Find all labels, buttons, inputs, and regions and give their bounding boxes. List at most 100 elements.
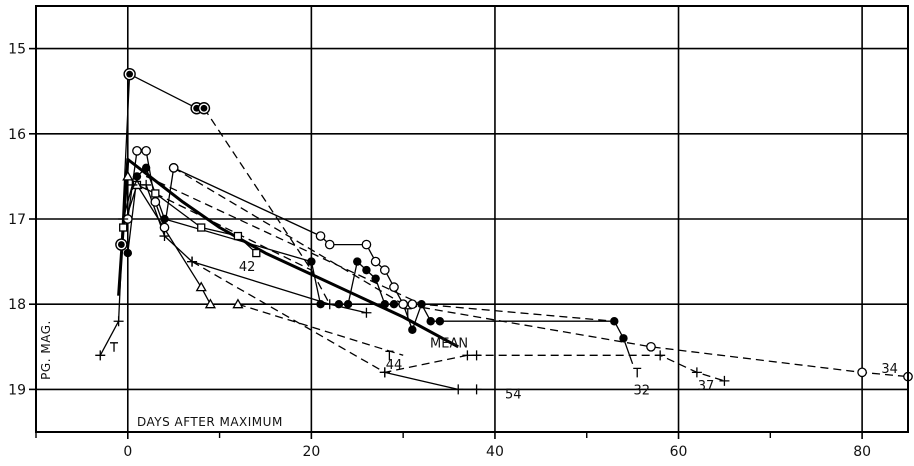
open-circle-point	[150, 197, 161, 207]
series-line	[145, 175, 615, 322]
open-triangle-point	[204, 298, 217, 309]
filled-circle-point	[160, 214, 169, 224]
t-marker-point	[110, 342, 119, 352]
t-marker-point	[403, 308, 412, 318]
open-circle-point	[324, 239, 335, 250]
tick-layer: 0 20 40 60 80 15 16 17 18 19	[8, 42, 871, 460]
cross-point	[324, 299, 335, 310]
cross-point	[118, 214, 129, 224]
filled-circle-point	[380, 300, 389, 309]
cross-point	[141, 179, 152, 190]
series-label: 32	[634, 383, 651, 398]
x-axis-title: DAYS AFTER MAXIMUM	[137, 415, 283, 429]
series-label: 34	[881, 362, 898, 377]
cross-point	[691, 367, 702, 378]
open-circle-point	[168, 163, 179, 173]
series-line-mean	[117, 157, 459, 349]
cross-point	[159, 231, 170, 242]
open-square-point	[119, 223, 128, 232]
filled-circle-point	[141, 163, 151, 173]
series-label: MEAN	[430, 337, 468, 352]
series-layer	[99, 73, 909, 391]
cross-point	[471, 384, 482, 395]
double-circle-point-core	[126, 70, 134, 78]
open-circle-point	[379, 265, 390, 275]
open-circle-point	[132, 145, 142, 156]
series-label: 44	[386, 358, 403, 373]
grid-layer	[36, 6, 908, 432]
x-tick-label: 80	[853, 444, 871, 460]
filled-circle-point	[362, 265, 371, 275]
open-square-point	[197, 223, 206, 232]
filled-circle-point	[334, 300, 344, 309]
open-square-point	[233, 231, 243, 241]
y-tick-label: 18	[8, 297, 26, 313]
x-tick-label: 60	[670, 444, 688, 460]
filled-circle-point	[426, 317, 435, 326]
y-tick-label: 19	[8, 382, 26, 398]
cross-point	[719, 375, 730, 386]
open-circle-point	[646, 341, 656, 352]
filled-circle-point	[408, 325, 417, 334]
y-axis-title: PG. MAG.	[39, 320, 53, 380]
filled-circle-point	[389, 300, 399, 309]
cross-point	[453, 384, 464, 395]
filled-circle-point	[619, 334, 628, 343]
series-label: 54	[505, 388, 522, 403]
filled-circle-point	[343, 300, 353, 309]
filled-circle-point	[123, 248, 132, 258]
cross-point	[655, 350, 666, 361]
y-tick-label: 15	[8, 42, 26, 58]
open-circle-point	[159, 222, 170, 233]
open-triangle-point	[122, 170, 134, 181]
filled-circle-point	[371, 274, 380, 283]
series-label: 42	[239, 260, 256, 275]
t-marker-point	[633, 367, 642, 378]
open-triangle-point	[195, 281, 207, 292]
cross-point	[471, 350, 482, 361]
open-triangle-point	[232, 298, 244, 309]
filled-circle-point	[417, 300, 426, 309]
label-layer: 42 44 MEAN 54 32 37 34	[239, 260, 898, 403]
cross-point	[379, 367, 390, 378]
double-circle-point-core	[117, 241, 125, 248]
series-line	[237, 303, 404, 356]
series-line	[127, 167, 625, 339]
open-circle-point	[141, 145, 151, 156]
series-line	[173, 167, 909, 378]
cross-point	[361, 307, 372, 318]
series-line	[384, 371, 477, 391]
open-circle-point	[407, 299, 418, 310]
cross-point	[462, 350, 473, 361]
open-square-point	[252, 248, 261, 258]
t-marker-point	[385, 350, 394, 361]
open-square-point	[151, 189, 160, 198]
open-circle-point	[389, 282, 399, 293]
cross-point	[187, 256, 198, 267]
filled-circle-point	[132, 172, 142, 181]
cross-point	[127, 179, 138, 190]
y-tick-label: 16	[8, 127, 26, 143]
open-circle-point	[857, 367, 867, 378]
open-circle-point	[398, 299, 409, 310]
x-tick-label: 40	[486, 444, 504, 460]
cross-point	[95, 350, 106, 361]
series-line	[622, 338, 634, 365]
series-label: 37	[698, 379, 715, 394]
cross-point	[113, 316, 124, 327]
filled-circle-point	[307, 257, 316, 266]
series-line	[155, 192, 312, 271]
x-tick-label: 0	[123, 444, 132, 460]
filled-circle-point	[316, 300, 325, 309]
x-tick-label: 20	[302, 444, 320, 460]
filled-circle-point	[353, 257, 362, 266]
open-circle-point	[370, 256, 381, 267]
y-tick-label: 17	[8, 212, 26, 228]
filled-circle-point	[610, 317, 619, 326]
double-circle-point-core	[200, 104, 208, 112]
filled-circle-point	[435, 317, 445, 326]
open-circle-point	[361, 239, 372, 250]
open-circle-point	[315, 231, 326, 241]
marker-layer	[95, 67, 913, 395]
